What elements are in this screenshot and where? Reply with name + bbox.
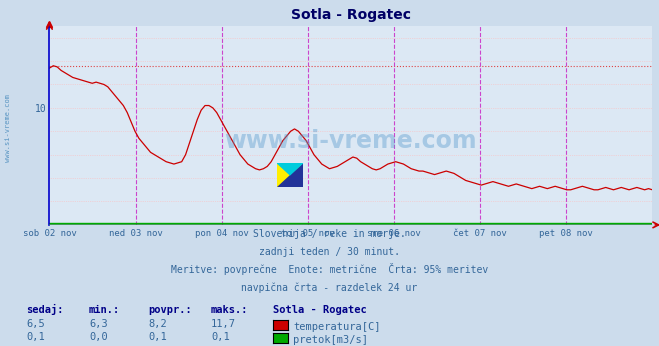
Text: povpr.:: povpr.:: [148, 305, 192, 315]
Text: www.si-vreme.com: www.si-vreme.com: [225, 129, 477, 153]
Text: zadnji teden / 30 minut.: zadnji teden / 30 minut.: [259, 247, 400, 257]
Text: pretok[m3/s]: pretok[m3/s]: [293, 335, 368, 345]
Text: maks.:: maks.:: [211, 305, 248, 315]
Text: Slovenija / reke in morje.: Slovenija / reke in morje.: [253, 229, 406, 239]
Text: 11,7: 11,7: [211, 319, 236, 329]
Text: 0,1: 0,1: [26, 332, 45, 342]
Text: 0,1: 0,1: [211, 332, 229, 342]
Text: 0,1: 0,1: [148, 332, 167, 342]
Text: sedaj:: sedaj:: [26, 304, 64, 315]
Polygon shape: [277, 163, 303, 175]
Text: 0,0: 0,0: [89, 332, 107, 342]
Title: Sotla - Rogatec: Sotla - Rogatec: [291, 8, 411, 22]
Text: Meritve: povprečne  Enote: metrične  Črta: 95% meritev: Meritve: povprečne Enote: metrične Črta:…: [171, 263, 488, 275]
Text: 6,3: 6,3: [89, 319, 107, 329]
Text: temperatura[C]: temperatura[C]: [293, 322, 381, 332]
Polygon shape: [277, 163, 303, 187]
Text: 8,2: 8,2: [148, 319, 167, 329]
Text: min.:: min.:: [89, 305, 120, 315]
Text: navpična črta - razdelek 24 ur: navpična črta - razdelek 24 ur: [241, 282, 418, 293]
Text: 6,5: 6,5: [26, 319, 45, 329]
Text: Sotla - Rogatec: Sotla - Rogatec: [273, 305, 367, 315]
Text: www.si-vreme.com: www.si-vreme.com: [5, 94, 11, 162]
